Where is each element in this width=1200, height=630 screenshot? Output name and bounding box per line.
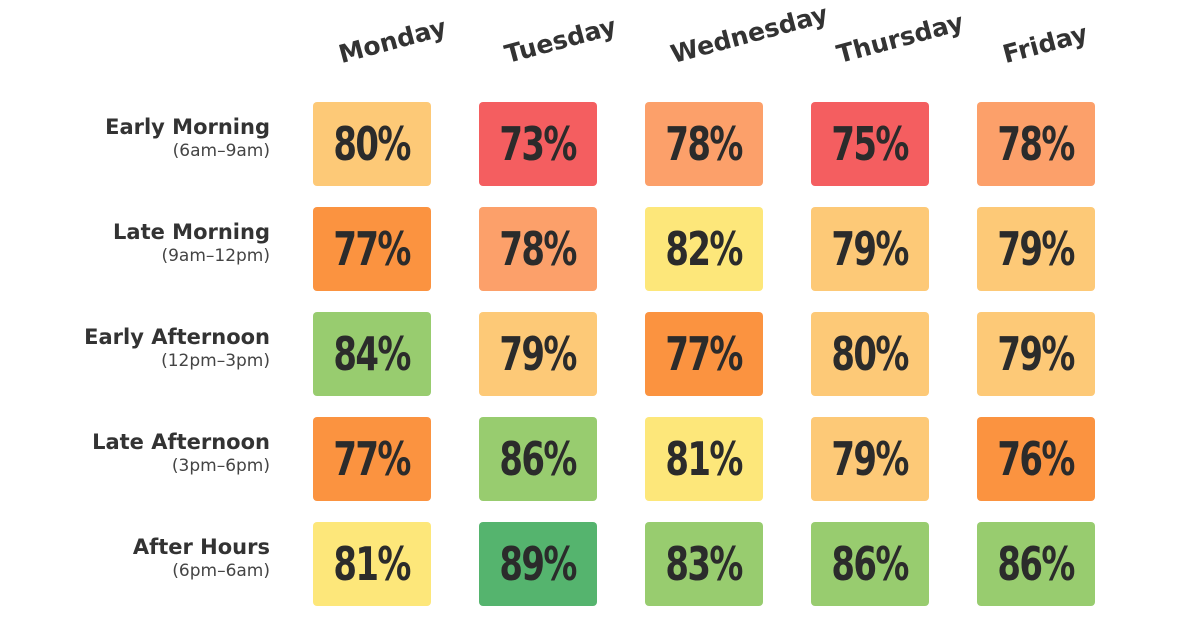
heatmap-cell: 77% (313, 207, 431, 291)
column-label-thursday: Thursday (833, 7, 967, 69)
heatmap-cell: 79% (811, 417, 929, 501)
heatmap-cell: 86% (811, 522, 929, 606)
heatmap-cell: 75% (811, 102, 929, 186)
cell-value-label: 83% (665, 537, 744, 591)
row-label: Early Afternoon (12pm–3pm) (0, 324, 270, 372)
heatmap-cell: 86% (977, 522, 1095, 606)
heatmap-cell: 76% (977, 417, 1095, 501)
row-label: Late Morning (9am–12pm) (0, 219, 270, 267)
heatmap-cell: 80% (313, 102, 431, 186)
heatmap-cell: 73% (479, 102, 597, 186)
heatmap-cell: 80% (811, 312, 929, 396)
heatmap-cell: 81% (313, 522, 431, 606)
heatmap-cell: 82% (645, 207, 763, 291)
heatmap-cell: 78% (645, 102, 763, 186)
cell-value-label: 75% (831, 117, 910, 171)
cell-value-label: 78% (665, 117, 744, 171)
heatmap-cell: 84% (313, 312, 431, 396)
cell-value-label: 86% (997, 537, 1076, 591)
column-label-friday: Friday (999, 18, 1091, 70)
cell-value-label: 80% (831, 327, 910, 381)
cell-value-label: 86% (831, 537, 910, 591)
row-label-name: After Hours (132, 535, 270, 559)
row-label-name: Early Morning (105, 115, 270, 139)
heatmap-cell: 83% (645, 522, 763, 606)
column-label-wednesday: Wednesday (667, 0, 831, 70)
cell-value-label: 81% (333, 537, 412, 591)
heatmap-cell: 77% (313, 417, 431, 501)
row-label: After Hours (6pm–6am) (0, 534, 270, 582)
cell-value-label: 76% (997, 432, 1076, 486)
cell-value-label: 79% (831, 432, 910, 486)
heatmap-cell: 89% (479, 522, 597, 606)
heatmap-cell: 79% (977, 207, 1095, 291)
row-label-name: Early Afternoon (84, 325, 270, 349)
row-label-range: (3pm–6pm) (171, 456, 270, 476)
row-label-name: Late Morning (113, 220, 270, 244)
row-label-range: (9am–12pm) (161, 246, 270, 266)
cell-value-label: 79% (499, 327, 578, 381)
cell-value-label: 89% (499, 537, 578, 591)
heatmap-cell: 79% (479, 312, 597, 396)
row-label: Early Morning (6am–9am) (0, 114, 270, 162)
row-label: Late Afternoon (3pm–6pm) (0, 429, 270, 477)
row-label-range: (6am–9am) (172, 141, 270, 161)
heatmap-cell: 81% (645, 417, 763, 501)
cell-value-label: 73% (499, 117, 578, 171)
heatmap-cell: 78% (977, 102, 1095, 186)
row-label-name: Late Afternoon (92, 430, 270, 454)
cell-value-label: 81% (665, 432, 744, 486)
cell-value-label: 82% (665, 222, 744, 276)
cell-value-label: 78% (499, 222, 578, 276)
column-label-tuesday: Tuesday (501, 11, 620, 69)
cell-value-label: 80% (333, 117, 412, 171)
heatmap-cell: 79% (977, 312, 1095, 396)
heatmap-cell: 77% (645, 312, 763, 396)
cell-value-label: 78% (997, 117, 1076, 171)
heatmap-cell: 86% (479, 417, 597, 501)
row-label-range: (6pm–6am) (172, 561, 270, 581)
cell-value-label: 77% (333, 222, 412, 276)
cell-value-label: 86% (499, 432, 578, 486)
cell-value-label: 84% (333, 327, 412, 381)
row-label-range: (12pm–3pm) (161, 351, 270, 371)
cell-value-label: 79% (997, 222, 1076, 276)
column-label-monday: Monday (335, 12, 450, 69)
heatmap-cell: 79% (811, 207, 929, 291)
cell-value-label: 77% (333, 432, 412, 486)
heatmap-cell: 78% (479, 207, 597, 291)
cell-value-label: 79% (997, 327, 1076, 381)
cell-value-label: 79% (831, 222, 910, 276)
cell-value-label: 77% (665, 327, 744, 381)
